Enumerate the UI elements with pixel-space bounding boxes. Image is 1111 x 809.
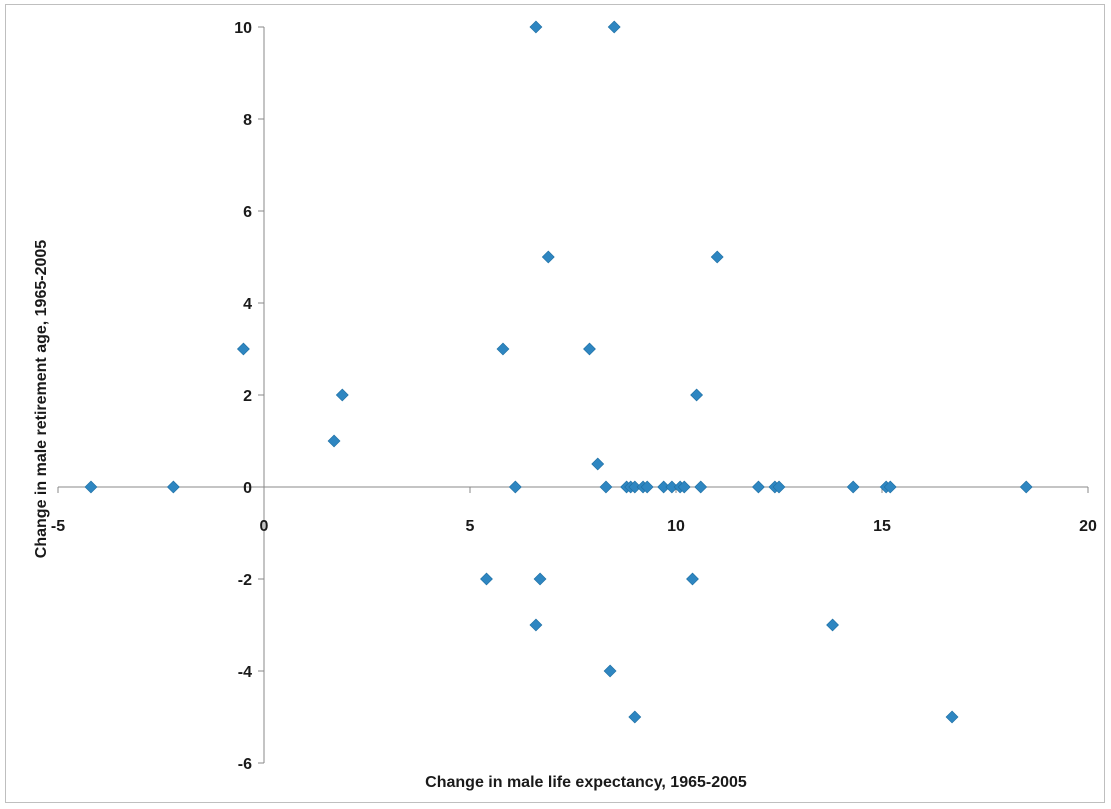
x-tick-label: 10 xyxy=(667,518,685,535)
data-point xyxy=(945,710,959,724)
x-axis-title: Change in male life expectancy, 1965-200… xyxy=(425,774,747,791)
data-point xyxy=(677,480,691,494)
axes: -6 -4 -2 0 2 4 6 8 10 -5 0 5 10 15 20 xyxy=(51,20,1097,773)
y-tick-label: 8 xyxy=(243,112,252,129)
chart-frame: -6 -4 -2 0 2 4 6 8 10 -5 0 5 10 15 20 Change in male … xyxy=(5,4,1105,803)
y-tick-label: 2 xyxy=(243,388,252,405)
y-tick-label: 4 xyxy=(243,296,252,313)
data-point xyxy=(826,618,839,632)
data-point xyxy=(335,388,349,402)
x-tick-label: 20 xyxy=(1079,518,1097,535)
data-point xyxy=(166,480,180,494)
data-point xyxy=(628,710,642,724)
y-tick-label: -4 xyxy=(238,664,252,681)
data-point xyxy=(751,480,765,494)
data-point xyxy=(583,342,596,356)
scatter-plot: -6 -4 -2 0 2 4 6 8 10 -5 0 5 10 15 20 Change in male … xyxy=(33,20,1097,791)
data-point xyxy=(772,480,786,494)
data-point xyxy=(508,480,522,494)
data-point xyxy=(694,480,708,494)
data-point xyxy=(710,250,724,264)
data-point xyxy=(236,342,250,356)
data-markers xyxy=(84,20,1033,724)
x-tick-label: -5 xyxy=(51,518,65,535)
data-point xyxy=(529,20,543,34)
data-point xyxy=(84,480,98,494)
data-point xyxy=(533,572,547,586)
data-point xyxy=(603,664,617,678)
y-tick-label: -6 xyxy=(238,756,252,773)
data-point xyxy=(327,434,341,448)
data-point xyxy=(686,572,699,586)
y-axis-title: Change in male retirement age, 1965-2005 xyxy=(33,240,50,558)
data-point xyxy=(846,480,860,494)
y-ticks: -6 -4 -2 0 2 4 6 8 10 xyxy=(234,20,264,773)
data-point xyxy=(690,388,704,402)
x-tick-label: 5 xyxy=(466,518,475,535)
data-point xyxy=(640,480,654,494)
y-tick-label: 6 xyxy=(243,204,252,221)
data-point xyxy=(529,618,543,632)
x-ticks: -5 0 5 10 15 20 xyxy=(51,487,1097,535)
y-tick-label: 10 xyxy=(234,20,252,37)
data-point xyxy=(480,572,493,586)
data-point xyxy=(541,250,555,264)
data-point xyxy=(591,457,605,471)
data-point xyxy=(1019,480,1033,494)
y-tick-label: 0 xyxy=(243,480,252,497)
x-tick-label: 0 xyxy=(260,518,269,535)
data-point xyxy=(883,480,897,494)
x-tick-label: 15 xyxy=(873,518,891,535)
data-point xyxy=(607,20,621,34)
data-point xyxy=(496,342,510,356)
y-tick-label: -2 xyxy=(238,572,252,589)
data-point xyxy=(599,480,613,494)
